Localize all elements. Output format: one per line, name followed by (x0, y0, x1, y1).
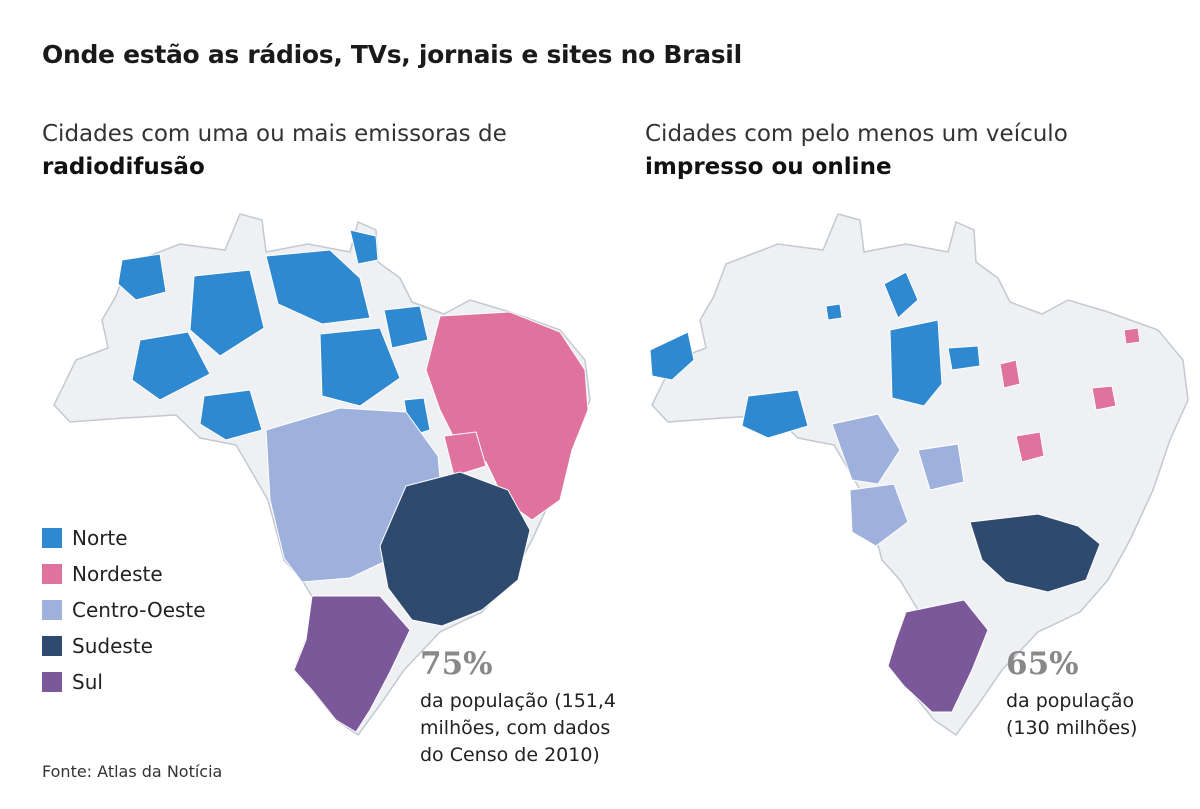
region-norte (117, 229, 431, 441)
legend-label: Norte (72, 526, 128, 550)
legend-label: Centro-Oeste (72, 598, 206, 622)
legend-label: Nordeste (72, 562, 163, 586)
region-nordeste (425, 311, 589, 521)
stat-percentage: 65% (1006, 646, 1079, 682)
region-norte (649, 271, 981, 439)
region-sudeste (379, 471, 531, 627)
brazil-map-impresso-online (649, 213, 1189, 737)
legend-swatch (42, 636, 62, 656)
stat-percentage: 75% (420, 646, 493, 682)
legend-item-norte: Norte (42, 520, 206, 556)
right-subtitle-text: Cidades com pelo menos um veículo (645, 121, 1068, 147)
legend-swatch (42, 672, 62, 692)
left-map-subtitle: Cidades com uma ou mais emissoras de rad… (42, 118, 562, 184)
region-sudeste (969, 513, 1101, 593)
legend-item-sudeste: Sudeste (42, 628, 206, 664)
left-subtitle-text: Cidades com uma ou mais emissoras de (42, 121, 507, 147)
legend-swatch (42, 528, 62, 548)
left-subtitle-emphasis: radiodifusão (42, 154, 205, 180)
stat-description: da população (151,4 milhões, com dados d… (420, 690, 617, 766)
stat-description: da população (130 milhões) (1006, 690, 1138, 739)
legend-item-centro-oeste: Centro-Oeste (42, 592, 206, 628)
region-sul (293, 595, 411, 733)
right-subtitle-emphasis: impresso ou online (645, 154, 892, 180)
right-map-subtitle: Cidades com pelo menos um veículo impres… (645, 118, 1165, 184)
region-centro-oeste (831, 413, 965, 547)
legend-item-sul: Sul (42, 664, 206, 700)
region-legend: Norte Nordeste Centro-Oeste Sudeste Sul (42, 520, 206, 700)
legend-item-nordeste: Nordeste (42, 556, 206, 592)
legend-swatch (42, 600, 62, 620)
region-sul (887, 599, 989, 713)
infographic-title: Onde estão as rádios, TVs, jornais e sit… (42, 40, 742, 69)
left-population-stat: 75% da população (151,4 milhões, com dad… (420, 646, 660, 769)
region-nordeste (999, 327, 1141, 463)
source-note: Fonte: Atlas da Notícia (42, 762, 223, 781)
legend-label: Sudeste (72, 634, 153, 658)
legend-label: Sul (72, 670, 103, 694)
brazil-map-radiodifusao (53, 213, 591, 737)
legend-swatch (42, 564, 62, 584)
right-population-stat: 65% da população (130 milhões) (1006, 646, 1196, 742)
